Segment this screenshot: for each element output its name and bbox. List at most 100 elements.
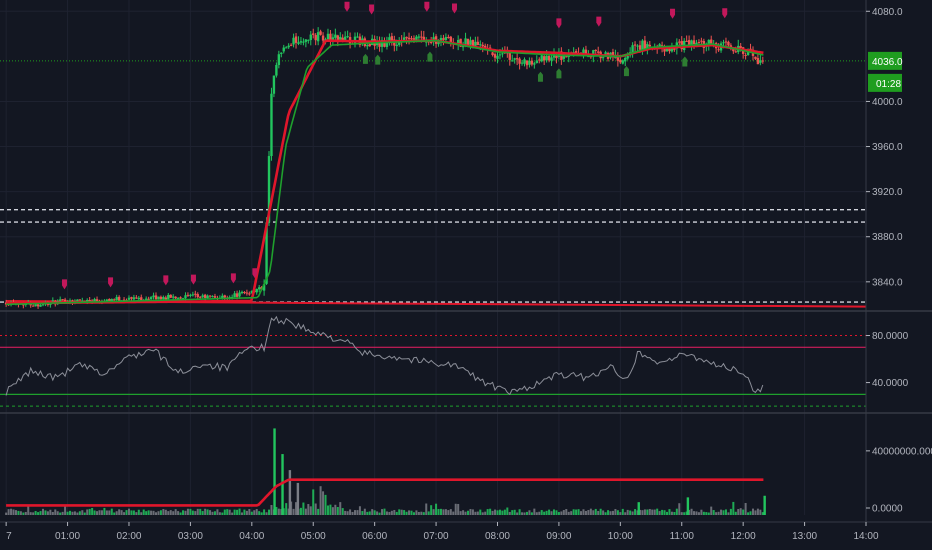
volume-bar[interactable] bbox=[100, 510, 103, 515]
candle-body[interactable] bbox=[542, 56, 546, 61]
candle-body[interactable] bbox=[491, 52, 494, 56]
volume-bar[interactable] bbox=[685, 511, 688, 515]
candle-body[interactable] bbox=[255, 288, 258, 293]
candle-body[interactable] bbox=[496, 55, 499, 59]
candle-body[interactable] bbox=[388, 37, 391, 43]
candle-body[interactable] bbox=[86, 299, 89, 303]
volume-bar[interactable] bbox=[56, 511, 59, 515]
sell-signal-marker[interactable] bbox=[61, 279, 67, 290]
candle-body[interactable] bbox=[501, 53, 504, 55]
candle-body[interactable] bbox=[287, 45, 290, 48]
sell-signal-marker[interactable] bbox=[252, 268, 258, 279]
volume-bar[interactable] bbox=[739, 508, 742, 515]
sell-signal-marker[interactable] bbox=[556, 18, 562, 29]
volume-bar[interactable] bbox=[150, 510, 153, 515]
volume-bar[interactable] bbox=[228, 509, 231, 515]
volume-bar[interactable] bbox=[729, 508, 732, 515]
volume-bar[interactable] bbox=[528, 510, 531, 515]
candle-body[interactable] bbox=[93, 298, 96, 302]
candle-body[interactable] bbox=[547, 55, 551, 61]
volume-bar[interactable] bbox=[518, 509, 521, 515]
volume-bar[interactable] bbox=[179, 512, 182, 515]
candle-body[interactable] bbox=[223, 295, 226, 298]
volume-bar[interactable] bbox=[66, 511, 69, 515]
candle-body[interactable] bbox=[447, 36, 450, 38]
candle-body[interactable] bbox=[186, 294, 190, 296]
volume-bar[interactable] bbox=[368, 511, 371, 515]
candle-body[interactable] bbox=[466, 38, 470, 46]
volume-bar[interactable] bbox=[341, 508, 344, 515]
candle-body[interactable] bbox=[167, 294, 170, 300]
candle-body[interactable] bbox=[756, 58, 760, 65]
volume-bar[interactable] bbox=[592, 510, 595, 515]
candle-body[interactable] bbox=[346, 36, 349, 38]
volume-bar[interactable] bbox=[255, 509, 258, 515]
volume-bar[interactable] bbox=[353, 510, 356, 515]
volume-bar[interactable] bbox=[371, 509, 374, 515]
volume-bar[interactable] bbox=[634, 509, 637, 515]
volume-bar[interactable] bbox=[290, 501, 293, 515]
candle-body[interactable] bbox=[552, 53, 556, 58]
candle-body[interactable] bbox=[410, 38, 413, 40]
volume-bar[interactable] bbox=[609, 511, 612, 515]
volume-bar[interactable] bbox=[572, 509, 575, 515]
candle-body[interactable] bbox=[523, 59, 526, 64]
volume-bar[interactable] bbox=[329, 504, 332, 515]
candle-body[interactable] bbox=[456, 39, 460, 45]
volume-bar[interactable] bbox=[253, 510, 256, 515]
candle-body[interactable] bbox=[314, 35, 317, 41]
volume-bar[interactable] bbox=[216, 509, 219, 515]
volume-bar[interactable] bbox=[19, 511, 22, 515]
volume-bar[interactable] bbox=[717, 511, 720, 515]
volume-bar[interactable] bbox=[761, 512, 764, 515]
volume-pane[interactable] bbox=[5, 428, 766, 515]
candle-body[interactable] bbox=[660, 45, 664, 47]
candle-body[interactable] bbox=[208, 295, 212, 297]
volume-bar[interactable] bbox=[705, 512, 708, 515]
candle-body[interactable] bbox=[638, 45, 642, 50]
candle-body[interactable] bbox=[538, 59, 541, 61]
volume-bar[interactable] bbox=[469, 509, 472, 515]
candle-body[interactable] bbox=[36, 303, 40, 307]
candle-body[interactable] bbox=[498, 54, 502, 56]
candle-body[interactable] bbox=[285, 47, 288, 49]
volume-bar[interactable] bbox=[49, 509, 52, 515]
volume-bar[interactable] bbox=[204, 508, 207, 515]
volume-bar[interactable] bbox=[93, 510, 96, 515]
volume-bar[interactable] bbox=[378, 512, 381, 515]
candle-body[interactable] bbox=[449, 36, 453, 43]
candle-body[interactable] bbox=[678, 41, 681, 43]
volume-bar[interactable] bbox=[582, 509, 585, 515]
candle-body[interactable] bbox=[172, 296, 175, 298]
candle-body[interactable] bbox=[275, 64, 278, 76]
volume-bar[interactable] bbox=[503, 509, 506, 515]
volume-bar[interactable] bbox=[376, 511, 379, 515]
volume-bar[interactable] bbox=[467, 510, 470, 515]
volume-bar[interactable] bbox=[123, 512, 126, 515]
volume-bar[interactable] bbox=[32, 512, 35, 515]
candle-body[interactable] bbox=[265, 222, 268, 284]
volume-bar[interactable] bbox=[238, 508, 241, 515]
volume-bar[interactable] bbox=[174, 509, 177, 515]
volume-bar[interactable] bbox=[693, 511, 696, 515]
candle-body[interactable] bbox=[184, 295, 187, 299]
candle-body[interactable] bbox=[297, 42, 300, 44]
candle-body[interactable] bbox=[582, 49, 585, 54]
candle-body[interactable] bbox=[474, 41, 477, 49]
volume-bar[interactable] bbox=[292, 508, 295, 515]
candle-body[interactable] bbox=[670, 47, 674, 52]
candle-body[interactable] bbox=[601, 57, 605, 59]
volume-spike-bar[interactable] bbox=[288, 470, 292, 515]
volume-bar[interactable] bbox=[619, 512, 622, 515]
volume-bar[interactable] bbox=[191, 510, 194, 515]
volume-bar[interactable] bbox=[356, 510, 359, 515]
volume-bar[interactable] bbox=[550, 511, 553, 515]
volume-bar[interactable] bbox=[96, 511, 99, 515]
volume-bar[interactable] bbox=[548, 509, 551, 515]
candle-body[interactable] bbox=[304, 39, 308, 42]
volume-bar[interactable] bbox=[366, 511, 369, 515]
volume-bar[interactable] bbox=[299, 507, 302, 515]
volume-bar[interactable] bbox=[7, 509, 10, 515]
volume-bar[interactable] bbox=[481, 512, 484, 515]
candle-body[interactable] bbox=[513, 58, 516, 60]
